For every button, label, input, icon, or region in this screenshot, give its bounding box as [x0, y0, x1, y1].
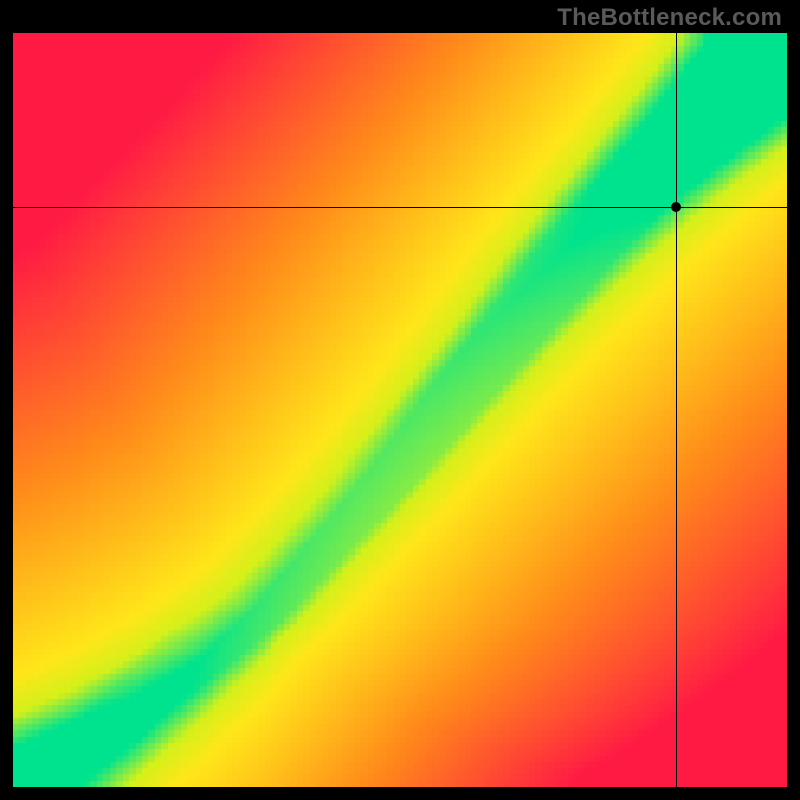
bottleneck-heatmap — [13, 33, 787, 787]
chart-container: TheBottleneck.com — [0, 0, 800, 800]
plot-area — [13, 33, 787, 787]
crosshair-vertical — [676, 33, 677, 787]
watermark-text: TheBottleneck.com — [557, 4, 782, 32]
selection-marker-dot — [671, 202, 681, 212]
